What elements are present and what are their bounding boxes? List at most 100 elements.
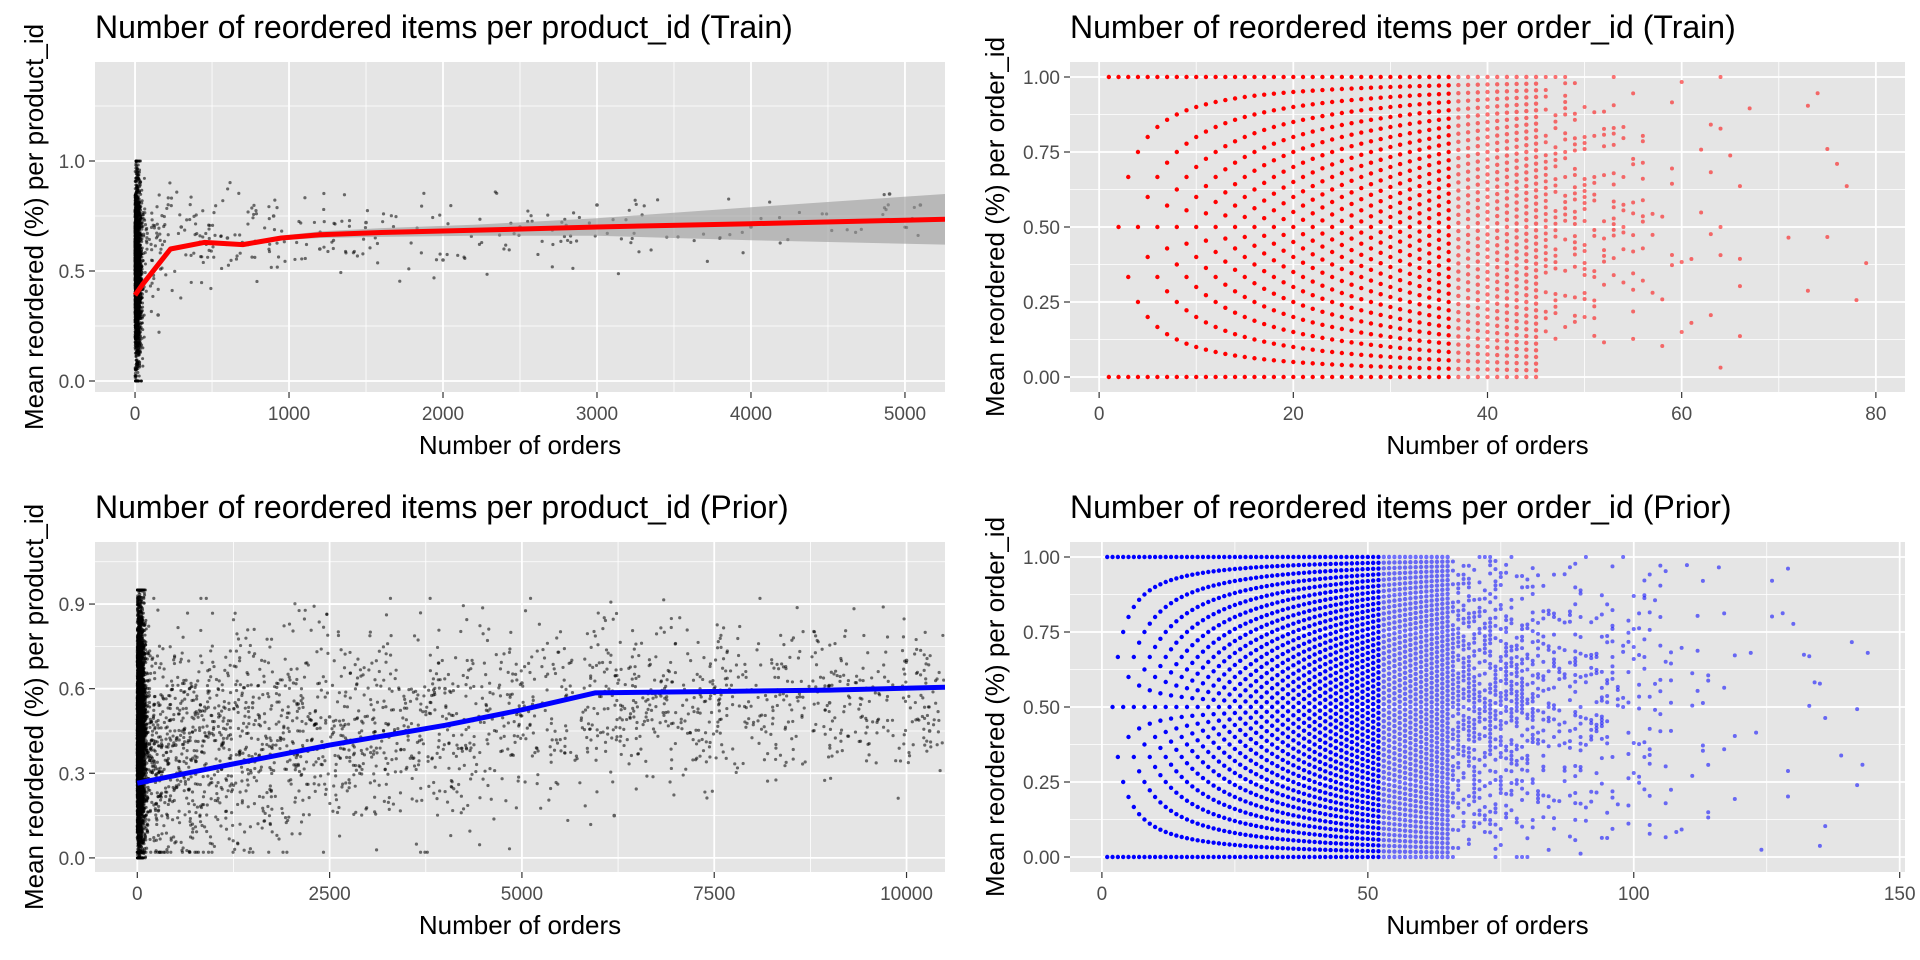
data-point xyxy=(1602,126,1607,131)
x-tick-label: 3000 xyxy=(576,404,618,425)
data-point xyxy=(1329,74,1335,80)
data-point xyxy=(1203,102,1209,107)
data-point xyxy=(1572,240,1577,245)
data-point xyxy=(1553,151,1558,156)
data-point xyxy=(633,198,637,202)
data-point xyxy=(1708,232,1713,237)
data-point xyxy=(1533,194,1539,200)
data-point xyxy=(1543,185,1548,190)
data-point xyxy=(134,307,138,311)
data-point xyxy=(1485,97,1490,102)
data-point xyxy=(1553,234,1558,239)
data-point xyxy=(228,181,232,185)
data-point xyxy=(1737,284,1742,289)
data-point xyxy=(1465,351,1471,356)
data-point xyxy=(1533,321,1539,326)
data-point xyxy=(1388,374,1393,380)
data-point xyxy=(1524,238,1529,243)
data-point xyxy=(1126,174,1131,180)
data-point xyxy=(1349,270,1354,276)
data-point xyxy=(212,255,216,259)
data-point xyxy=(219,234,223,238)
data-point xyxy=(1281,185,1286,190)
data-point xyxy=(1446,141,1451,146)
data-point xyxy=(1475,151,1480,157)
data-point xyxy=(1261,339,1267,344)
data-point xyxy=(1514,123,1519,129)
data-point xyxy=(214,204,218,208)
data-point xyxy=(1533,274,1539,280)
data-point xyxy=(1553,119,1558,124)
data-point xyxy=(1427,260,1432,265)
y-tick-label: 1.0 xyxy=(59,152,85,173)
data-point xyxy=(1378,157,1383,162)
data-point xyxy=(1446,358,1451,363)
data-point xyxy=(1378,74,1383,80)
data-point xyxy=(1485,367,1490,372)
data-point xyxy=(1368,117,1374,123)
data-point xyxy=(656,198,660,202)
data-point xyxy=(1329,324,1335,330)
data-point xyxy=(1718,225,1723,229)
data-point xyxy=(1465,114,1471,119)
data-point xyxy=(1368,278,1374,283)
data-point xyxy=(1310,74,1315,80)
data-point xyxy=(1456,366,1461,372)
data-point xyxy=(158,251,162,255)
data-point xyxy=(1446,199,1451,205)
data-point xyxy=(1436,203,1442,208)
data-point xyxy=(267,249,272,254)
data-point xyxy=(1320,257,1325,262)
data-point xyxy=(1533,114,1539,120)
data-point xyxy=(133,268,137,272)
data-point xyxy=(1213,249,1218,255)
data-point xyxy=(1679,330,1684,334)
data-point xyxy=(1475,174,1480,180)
data-point xyxy=(1621,208,1626,213)
data-point xyxy=(493,190,497,194)
data-point xyxy=(441,258,445,262)
data-point xyxy=(1602,259,1607,264)
data-point xyxy=(1232,310,1238,315)
data-point xyxy=(1611,227,1616,232)
data-point xyxy=(1533,188,1539,193)
data-point xyxy=(1427,251,1432,256)
data-point xyxy=(1650,211,1655,216)
data-point xyxy=(136,259,140,263)
data-point xyxy=(1533,181,1539,186)
data-point xyxy=(1436,340,1442,345)
x-tick-label: 10000 xyxy=(880,884,933,905)
data-point xyxy=(1485,74,1490,80)
data-point xyxy=(1572,215,1577,220)
data-point xyxy=(1397,219,1403,225)
data-point xyxy=(137,335,141,339)
data-point xyxy=(1378,116,1383,121)
data-point xyxy=(1504,189,1510,194)
data-point xyxy=(1300,346,1306,351)
data-point xyxy=(1339,98,1345,104)
data-point xyxy=(1514,81,1519,87)
data-point xyxy=(1417,374,1422,380)
data-point xyxy=(373,236,377,240)
data-point xyxy=(1504,324,1510,330)
data-point xyxy=(1563,131,1568,136)
data-point xyxy=(1475,190,1480,195)
data-point xyxy=(137,332,141,336)
data-point xyxy=(149,258,154,262)
data-point xyxy=(188,217,192,222)
data-point xyxy=(1281,153,1286,159)
data-point xyxy=(1465,74,1471,80)
data-point xyxy=(1359,252,1364,257)
data-point xyxy=(1271,124,1277,130)
data-point xyxy=(1436,237,1442,243)
data-point xyxy=(1582,243,1587,247)
data-point xyxy=(1689,320,1694,325)
data-point xyxy=(1320,270,1325,275)
data-point xyxy=(1660,343,1665,348)
data-point xyxy=(1271,158,1277,163)
data-point xyxy=(1271,274,1277,280)
data-point xyxy=(1184,141,1189,146)
data-point xyxy=(1329,287,1335,292)
data-point xyxy=(140,227,144,231)
data-point xyxy=(1504,339,1510,344)
